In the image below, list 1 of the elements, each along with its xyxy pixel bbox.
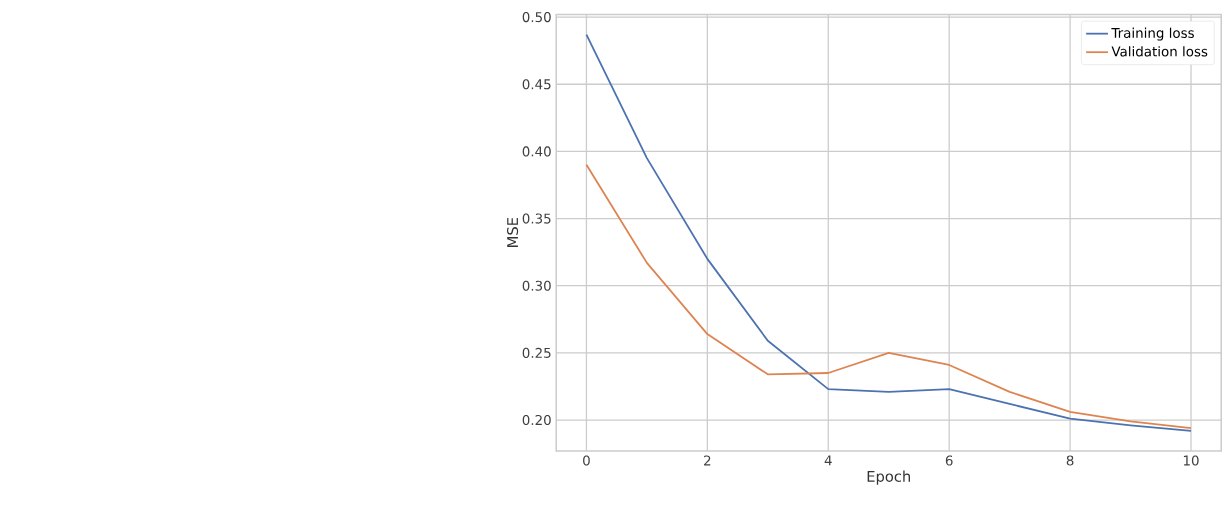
line-series [585,164,1192,430]
